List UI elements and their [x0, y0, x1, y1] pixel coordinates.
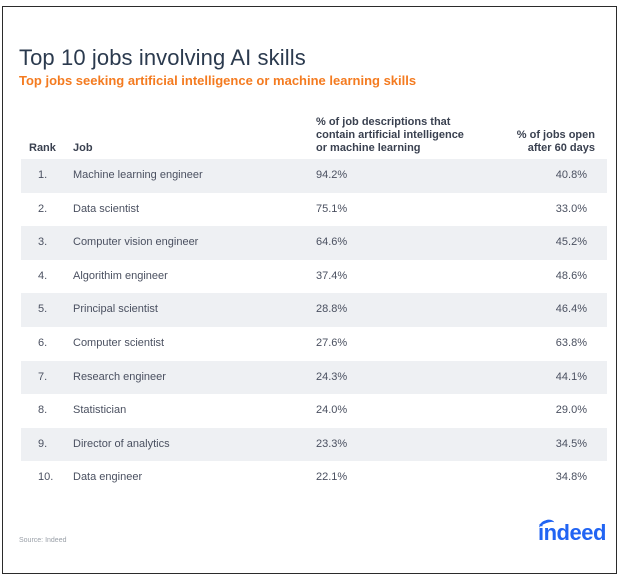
- header-open-line: after 60 days: [527, 142, 595, 154]
- table-row: 8. Statistician 24.0% 29.0%: [21, 394, 607, 428]
- indeed-logo: indeed: [537, 517, 606, 546]
- cell-rank: 2.: [38, 202, 48, 215]
- cell-job: Statistician: [73, 404, 127, 417]
- cell-open: 34.8%: [555, 471, 587, 484]
- table-row: 2. Data scientist 75.1% 33.0%: [21, 193, 607, 227]
- logo-text: indeed: [538, 520, 606, 545]
- cell-job: Machine learning engineer: [73, 169, 203, 181]
- header-desc-line: % of job descriptions that: [316, 116, 451, 128]
- header-desc-line: contain artificial intelligence: [316, 129, 464, 141]
- cell-rank: 10.: [38, 471, 54, 484]
- table-row: 3. Computer vision engineer 64.6% 45.2%: [21, 226, 607, 260]
- cell-desc: 22.1%: [316, 471, 348, 484]
- cell-rank: 9.: [38, 437, 48, 450]
- cell-desc: 28.8%: [316, 303, 348, 316]
- table-row: 1. Machine learning engineer 94.2% 40.8%: [21, 159, 607, 193]
- cell-desc: 94.2%: [316, 169, 348, 181]
- header-open: % of jobs open after 60 days: [465, 129, 595, 155]
- cell-desc: 75.1%: [316, 202, 348, 215]
- header-desc-line: or machine learning: [316, 142, 421, 154]
- header-desc: % of job descriptions that contain artif…: [316, 116, 506, 155]
- cell-open: 33.0%: [555, 202, 587, 215]
- table-row: 7. Research engineer 24.3% 44.1%: [21, 360, 607, 395]
- cell-open: 34.5%: [555, 437, 587, 450]
- cell-desc: 24.0%: [316, 404, 348, 417]
- cell-rank: 4.: [38, 269, 48, 282]
- cell-open: 40.8%: [555, 169, 587, 181]
- cell-open: 29.0%: [555, 404, 587, 417]
- header-open-line: % of jobs open: [516, 129, 595, 141]
- cell-rank: 1.: [38, 169, 48, 181]
- cell-open: 46.4%: [555, 303, 587, 316]
- cell-desc: 24.3%: [316, 370, 348, 383]
- cell-open: 45.2%: [555, 236, 587, 249]
- cell-open: 44.1%: [555, 370, 587, 383]
- cell-job: Research engineer: [73, 370, 166, 383]
- cell-job: Principal scientist: [73, 303, 158, 316]
- cell-rank: 7.: [38, 370, 48, 383]
- table-header: Rank Job % of job descriptions that cont…: [21, 111, 607, 157]
- table-body: 1. Machine learning engineer 94.2% 40.8%…: [21, 159, 607, 495]
- cell-desc: 37.4%: [316, 269, 348, 282]
- cell-job: Algorithim engineer: [73, 269, 168, 282]
- cell-open: 48.6%: [555, 269, 587, 282]
- header-rank: Rank: [29, 142, 56, 154]
- table-row: 5. Principal scientist 28.8% 46.4%: [21, 293, 607, 327]
- cell-job: Data scientist: [73, 202, 140, 215]
- source-note: Source: Indeed: [19, 537, 67, 544]
- table-row: 9. Director of analytics 23.3% 34.5%: [21, 427, 607, 462]
- cell-desc: 64.6%: [316, 236, 348, 249]
- chart-frame: Top 10 jobs involving AI skills Top jobs…: [2, 6, 617, 574]
- cell-rank: 5.: [38, 303, 48, 316]
- cell-job: Data engineer: [73, 471, 143, 484]
- cell-desc: 23.3%: [316, 437, 348, 450]
- cell-rank: 3.: [38, 236, 48, 249]
- chart-title: Top 10 jobs involving AI skills: [19, 45, 306, 70]
- cell-desc: 27.6%: [316, 336, 348, 349]
- cell-job: Director of analytics: [73, 437, 170, 450]
- table-row: 10. Data engineer 22.1% 34.8%: [21, 461, 607, 495]
- header-job: Job: [73, 142, 93, 154]
- cell-rank: 8.: [38, 404, 48, 417]
- table-row: 4. Algorithim engineer 37.4% 48.6%: [21, 260, 607, 294]
- cell-job: Computer vision engineer: [73, 236, 199, 249]
- table-row: 6. Computer scientist 27.6% 63.8%: [21, 327, 607, 361]
- cell-open: 63.8%: [555, 336, 587, 349]
- chart-subtitle: Top jobs seeking artificial intelligence…: [19, 73, 417, 88]
- cell-rank: 6.: [38, 336, 48, 349]
- cell-job: Computer scientist: [73, 336, 165, 349]
